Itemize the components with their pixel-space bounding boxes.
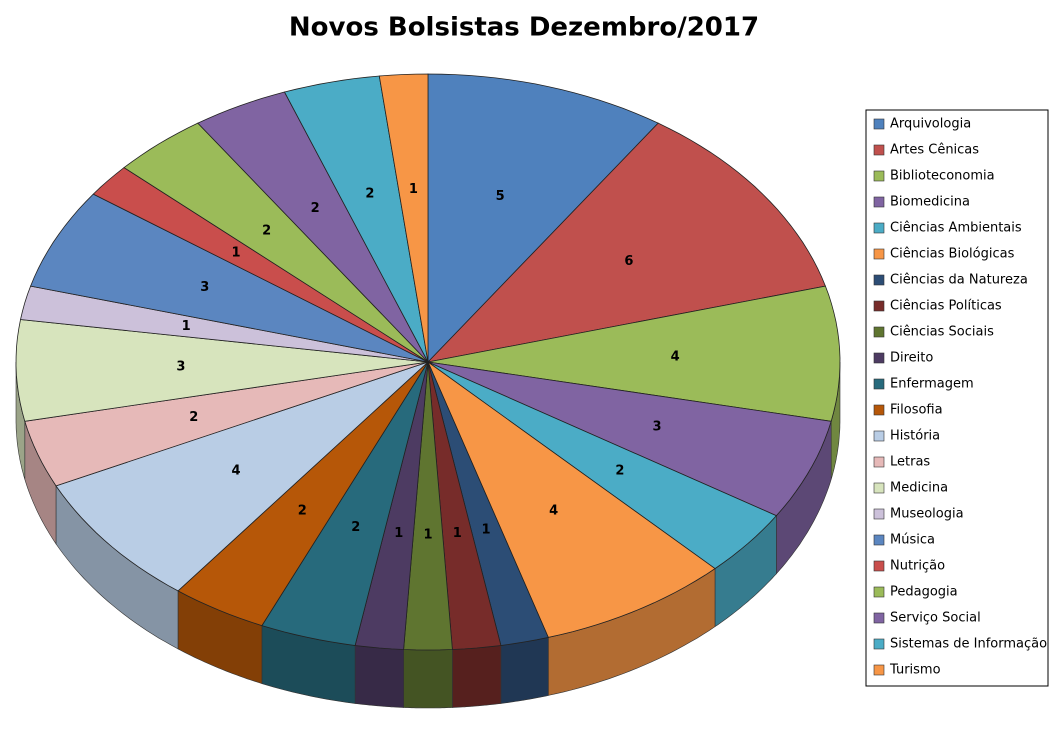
value-labels: 5 6 4 3 2 4 1 1 1 1 2 2 4 2 3 1 3 1 2 2 2 1 <box>176 182 679 542</box>
slice <box>427 361 778 570</box>
slice <box>427 285 841 422</box>
slice-side <box>354 645 404 708</box>
slice-side <box>452 645 502 708</box>
value-label: 2 <box>298 503 307 518</box>
legend-label: Letras <box>890 455 930 470</box>
slice <box>197 91 429 363</box>
legend-label: Biblioteconomia <box>890 169 995 184</box>
pie-sides <box>15 362 841 709</box>
legend-swatch <box>873 560 885 572</box>
pie-tops <box>15 73 841 651</box>
legend-label: Artes Cênicas <box>890 143 979 158</box>
legend: Arquivologia Artes Cênicas Biblioteconomia… <box>873 117 1047 678</box>
value-label: 4 <box>671 349 680 364</box>
legend-swatch <box>873 430 885 442</box>
legend-label: Medicina <box>890 481 948 496</box>
legend-swatch <box>873 144 885 156</box>
legend-label: Ciências Biológicas <box>890 247 1015 262</box>
legend-swatch <box>873 248 885 260</box>
value-label: 3 <box>200 280 209 295</box>
value-label: 2 <box>365 187 374 202</box>
legend-swatch <box>873 508 885 520</box>
legend-label: História <box>890 429 940 444</box>
legend-box <box>865 109 1049 687</box>
slice <box>123 122 429 363</box>
slice <box>427 73 659 363</box>
value-label: 1 <box>232 246 241 261</box>
legend-label: Arquivologia <box>890 117 971 132</box>
legend-label: Filosofia <box>890 403 943 418</box>
legend-label: Ciências Sociais <box>890 325 994 340</box>
slice-side <box>403 649 453 709</box>
slice-side <box>500 637 549 704</box>
value-label: 1 <box>182 319 191 334</box>
slice <box>177 361 429 627</box>
value-label: 2 <box>311 201 320 216</box>
slice <box>427 361 832 517</box>
legend-label: Música <box>890 533 935 548</box>
value-label: 3 <box>653 419 662 434</box>
value-label: 3 <box>176 360 185 375</box>
legend-swatch <box>873 638 885 650</box>
legend-swatch <box>873 456 885 468</box>
legend-swatch <box>873 118 885 130</box>
legend-label: Ciências Ambientais <box>890 221 1022 236</box>
legend-swatch <box>873 222 885 234</box>
value-label: 1 <box>409 182 418 197</box>
slice <box>426 122 826 363</box>
legend-swatch <box>873 482 885 494</box>
value-label: 2 <box>189 410 198 425</box>
legend-label: Ciências Políticas <box>890 299 1002 314</box>
chart-title: Novos Bolsistas Dezembro/2017 <box>289 13 759 43</box>
legend-label: Serviço Social <box>890 611 981 626</box>
legend-swatch <box>873 404 885 416</box>
legend-label: Enfermagem <box>890 377 974 392</box>
value-label: 4 <box>549 503 558 518</box>
legend-swatch <box>873 534 885 546</box>
legend-swatch <box>873 300 885 312</box>
value-label: 2 <box>351 520 360 535</box>
value-label: 2 <box>262 224 271 239</box>
legend-swatch <box>873 196 885 208</box>
value-label: 1 <box>482 522 491 537</box>
legend-swatch <box>873 378 885 390</box>
legend-label: Turismo <box>889 663 941 678</box>
value-label: 1 <box>394 526 403 541</box>
slice <box>24 361 429 487</box>
slice <box>427 360 716 638</box>
legend-swatch <box>873 664 885 676</box>
slice <box>261 361 429 646</box>
legend-swatch <box>873 170 885 182</box>
value-label: 4 <box>232 463 241 478</box>
legend-label: Biomedicina <box>890 195 970 210</box>
legend-swatch <box>873 586 885 598</box>
legend-swatch <box>873 352 885 364</box>
legend-label: Ciências da Natureza <box>890 273 1028 288</box>
slice <box>378 73 429 363</box>
legend-swatch <box>873 326 885 338</box>
legend-swatch <box>873 612 885 624</box>
slice <box>30 193 429 363</box>
legend-swatch <box>873 274 885 286</box>
legend-label: Pedagogia <box>890 585 958 600</box>
legend-label: Sistemas de Informação <box>890 637 1047 652</box>
legend-label: Direito <box>890 351 933 366</box>
slice <box>283 75 429 363</box>
value-label: 2 <box>615 463 624 478</box>
slice <box>55 361 429 592</box>
legend-label: Nutrição <box>890 559 945 574</box>
value-label: 1 <box>453 526 462 541</box>
value-label: 1 <box>423 527 432 542</box>
value-label: 5 <box>496 189 505 204</box>
slice <box>15 319 429 422</box>
value-label: 6 <box>624 254 633 269</box>
legend-label: Museologia <box>890 507 964 522</box>
